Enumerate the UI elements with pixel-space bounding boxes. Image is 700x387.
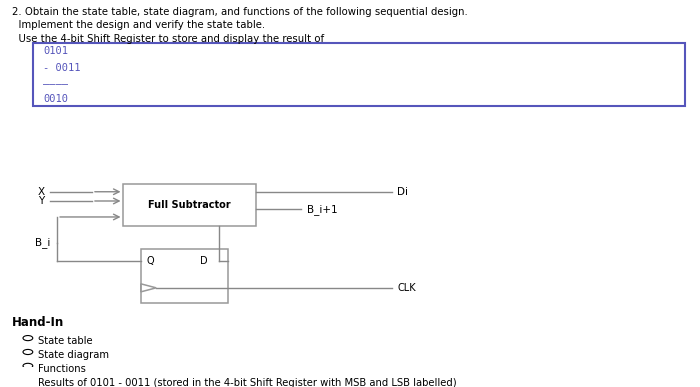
- Text: CLK: CLK: [398, 283, 416, 293]
- Text: 0101: 0101: [43, 46, 68, 57]
- Text: Full Subtractor: Full Subtractor: [148, 200, 231, 210]
- Text: Q: Q: [146, 256, 154, 266]
- Text: Y: Y: [38, 196, 45, 206]
- Text: State diagram: State diagram: [38, 350, 108, 360]
- Text: ————: ————: [43, 79, 68, 89]
- Text: State table: State table: [38, 336, 92, 346]
- Text: Hand-In: Hand-In: [12, 316, 64, 329]
- Bar: [33, 43, 685, 106]
- Text: Use the 4-bit Shift Register to store and display the result of: Use the 4-bit Shift Register to store an…: [12, 34, 324, 44]
- Text: - 0011: - 0011: [43, 63, 80, 73]
- Text: 2. Obtain the state table, state diagram, and functions of the following sequent: 2. Obtain the state table, state diagram…: [12, 7, 468, 17]
- Text: B_i: B_i: [35, 237, 50, 248]
- Text: 0010: 0010: [43, 94, 68, 104]
- Text: Functions: Functions: [38, 364, 85, 374]
- Text: D: D: [200, 256, 208, 266]
- Text: B_i+1: B_i+1: [307, 204, 337, 215]
- Text: Results of 0101 - 0011 (stored in the 4-bit Shift Register with MSB and LSB labe: Results of 0101 - 0011 (stored in the 4-…: [38, 378, 456, 387]
- Bar: [123, 184, 256, 226]
- Bar: [141, 249, 228, 303]
- Text: X: X: [38, 187, 45, 197]
- Text: Implement the design and verify the state table.: Implement the design and verify the stat…: [12, 21, 265, 31]
- Text: Di: Di: [398, 187, 408, 197]
